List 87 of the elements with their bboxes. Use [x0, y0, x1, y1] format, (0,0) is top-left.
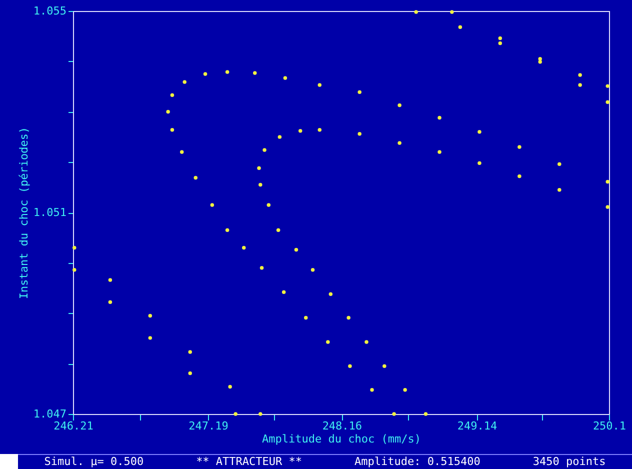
point [166, 110, 170, 114]
point [398, 141, 402, 145]
x-tick-label: 248.16 [322, 420, 362, 432]
point [276, 228, 280, 232]
point [148, 314, 152, 318]
point [382, 364, 386, 368]
point [458, 25, 462, 29]
point [294, 248, 298, 252]
point [188, 371, 192, 376]
point [578, 83, 582, 87]
point [260, 266, 264, 270]
point [318, 83, 322, 87]
point [424, 412, 428, 416]
y-tick-label: 1.047 [33, 408, 66, 420]
point [180, 150, 184, 154]
x-axis-title: Amplitude du choc (mm/s) [262, 432, 421, 446]
point [203, 72, 208, 76]
point [398, 103, 402, 108]
point [578, 73, 582, 77]
point [253, 71, 257, 75]
point [438, 150, 442, 154]
point [242, 246, 246, 250]
x-tick-label: 250.1 [592, 420, 626, 432]
y-axis-title: Instant du choc (périodes) [17, 126, 30, 300]
point [364, 340, 368, 344]
point [558, 188, 562, 192]
point [182, 80, 186, 84]
x-tick-label: 249.14 [457, 420, 498, 432]
point [225, 228, 230, 232]
point [170, 128, 174, 132]
text: 3450 points [532, 455, 606, 469]
point [318, 128, 322, 132]
point [266, 203, 271, 207]
point [538, 56, 542, 61]
point [538, 60, 542, 64]
point [108, 278, 112, 282]
point [108, 300, 112, 304]
point [210, 203, 214, 207]
text: Simul. μ= 0.500 [44, 455, 144, 469]
y-tick-label: 1.051 [33, 206, 66, 219]
point [194, 176, 198, 180]
point [225, 70, 230, 74]
x-tick-label: 247.19 [188, 420, 228, 432]
point [450, 10, 454, 14]
point [606, 205, 610, 209]
point [606, 100, 610, 104]
point [478, 130, 482, 134]
point [326, 340, 330, 344]
point [328, 292, 333, 296]
point [228, 384, 232, 389]
point [438, 116, 442, 120]
point [348, 364, 352, 368]
point [498, 41, 502, 46]
point [258, 182, 262, 187]
point [188, 350, 192, 354]
point [403, 388, 407, 392]
point [257, 166, 261, 170]
point [72, 246, 76, 250]
point [148, 336, 152, 340]
point [72, 268, 76, 272]
point [298, 129, 302, 133]
point [262, 148, 266, 152]
point [282, 290, 286, 294]
point [346, 316, 350, 320]
y-tick-label: 1.055 [33, 4, 66, 18]
point [234, 412, 238, 416]
text: ** ATTRACTEUR ** [196, 455, 302, 469]
x-tick-label: 246.21 [54, 420, 94, 432]
text: Amplitude: 0.515400 [354, 455, 480, 469]
point [414, 10, 418, 14]
point [606, 84, 610, 88]
point [518, 174, 522, 178]
point [558, 162, 562, 166]
point [278, 135, 282, 139]
point [304, 316, 308, 320]
point [478, 161, 482, 165]
point [170, 93, 174, 97]
point [358, 90, 362, 94]
point [498, 36, 502, 40]
point [258, 412, 262, 416]
point [370, 388, 374, 392]
point [358, 132, 362, 136]
point [606, 180, 610, 184]
point [392, 412, 396, 416]
point [310, 268, 315, 272]
point [283, 76, 288, 80]
point [518, 145, 522, 149]
